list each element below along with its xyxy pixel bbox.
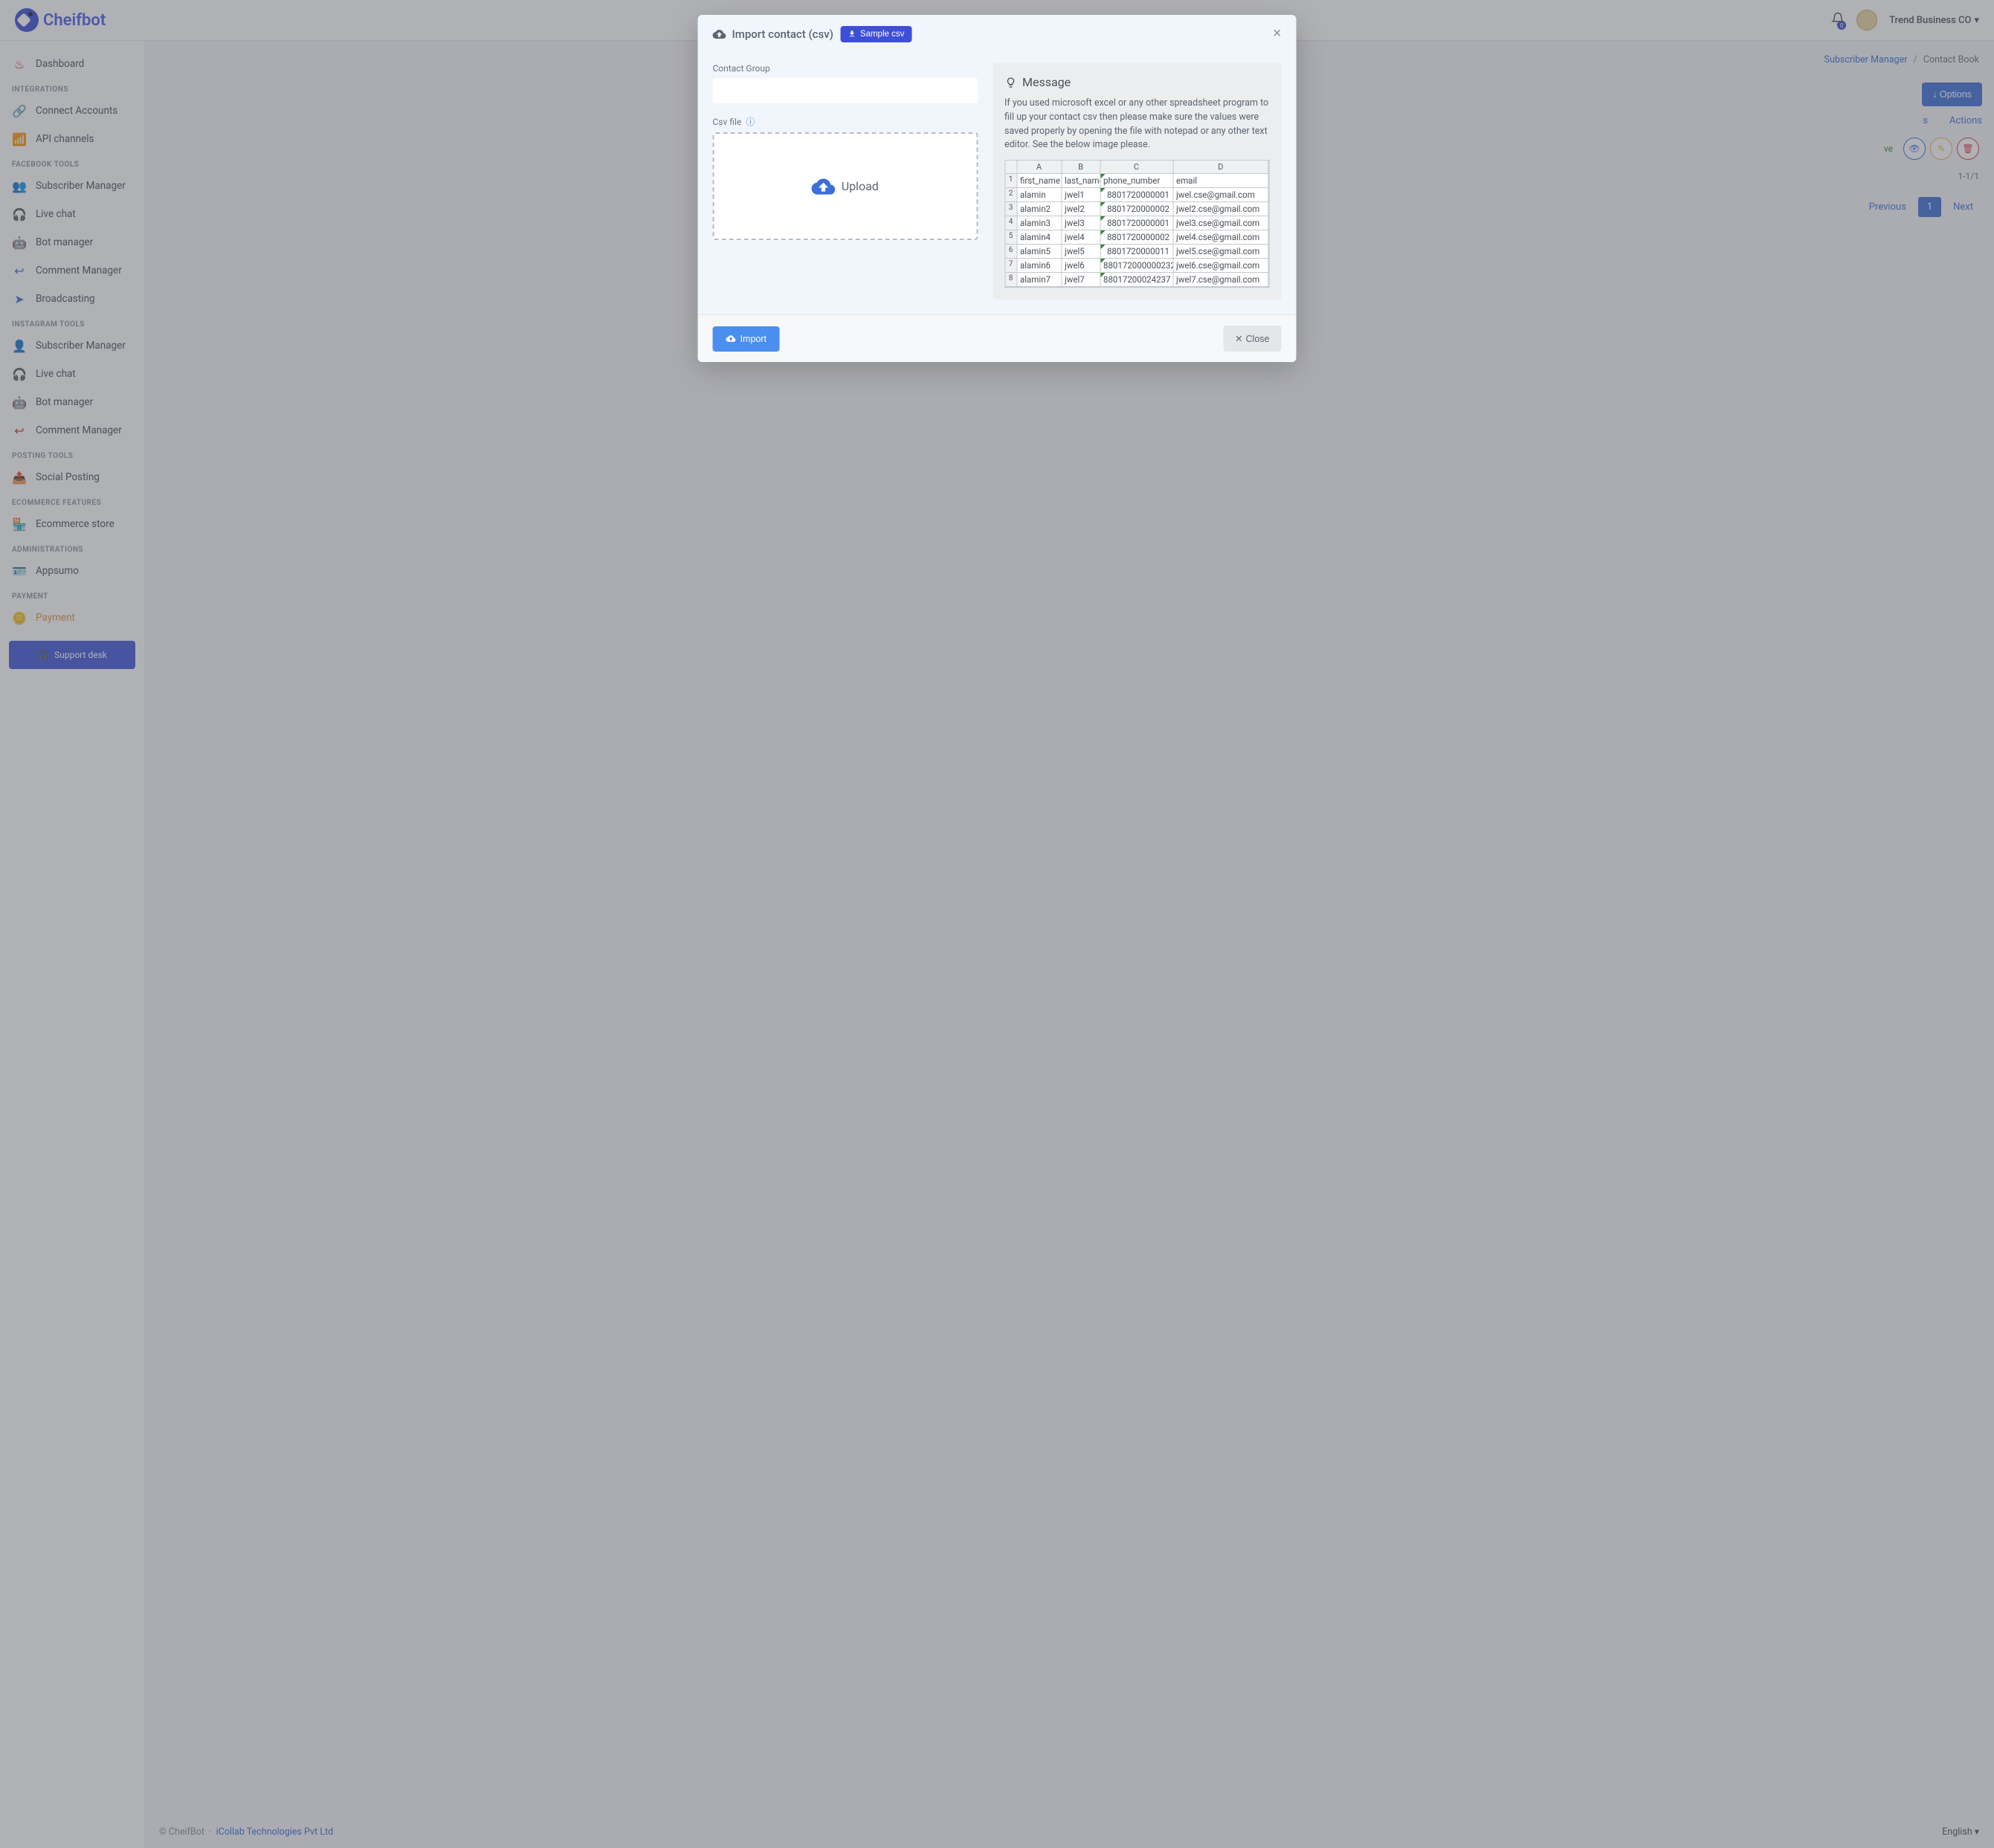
excel-cell: alamin3 <box>1017 216 1062 230</box>
close-button[interactable]: ✕ Close <box>1223 326 1281 352</box>
excel-rownum: 8 <box>1005 273 1017 287</box>
excel-cell: jwel5 <box>1062 245 1100 259</box>
excel-cell: alamin <box>1017 188 1062 202</box>
sample-csv-button[interactable]: Sample csv <box>841 26 912 42</box>
lightbulb-icon <box>1004 77 1016 88</box>
import-button[interactable]: Import <box>713 326 780 352</box>
excel-cell: jwel6 <box>1062 259 1100 273</box>
modal-close-x[interactable]: × <box>1273 25 1282 42</box>
close-icon: ✕ <box>1235 333 1242 344</box>
excel-row: 3alamin2jwel28801720000002jwel2.cse@gmai… <box>1005 202 1269 216</box>
excel-cell: last_name <box>1062 174 1100 188</box>
excel-cell: first_name <box>1017 174 1062 188</box>
excel-cell: jwel4 <box>1062 230 1100 245</box>
excel-cell: jwel3.cse@gmail.com <box>1173 216 1269 230</box>
excel-rownum: 5 <box>1005 230 1017 245</box>
excel-rownum: 4 <box>1005 216 1017 230</box>
excel-cell: alamin5 <box>1017 245 1062 259</box>
cloud-upload-icon <box>713 28 726 41</box>
contact-group-label: Contact Group <box>713 63 978 74</box>
excel-cell: jwel7 <box>1062 273 1100 287</box>
message-text: If you used microsoft excel or any other… <box>1004 97 1270 152</box>
excel-col-d: D <box>1173 161 1269 174</box>
excel-cell: jwel2 <box>1062 202 1100 216</box>
excel-row: 2alaminjwel18801720000001jwel.cse@gmail.… <box>1005 188 1269 202</box>
excel-preview: A B C D 1first_namelast_namephone_number… <box>1004 160 1270 288</box>
excel-row: 1first_namelast_namephone_numberemail <box>1005 174 1269 188</box>
excel-rownum: 6 <box>1005 245 1017 259</box>
excel-cell: phone_number <box>1100 174 1173 188</box>
excel-rownum: 1 <box>1005 174 1017 188</box>
excel-cell: jwel4.cse@gmail.com <box>1173 230 1269 245</box>
modal-header: Import contact (csv) Sample csv × <box>698 15 1297 53</box>
excel-cell: jwel7.cse@gmail.com <box>1173 273 1269 287</box>
import-contact-modal: Import contact (csv) Sample csv × Contac… <box>698 15 1297 362</box>
modal-footer: Import ✕ Close <box>698 314 1297 362</box>
excel-cell: alamin4 <box>1017 230 1062 245</box>
excel-col-b: B <box>1062 161 1100 174</box>
excel-cell: jwel2.cse@gmail.com <box>1173 202 1269 216</box>
excel-rownum: 3 <box>1005 202 1017 216</box>
excel-cell: jwel3 <box>1062 216 1100 230</box>
excel-cell: email <box>1173 174 1269 188</box>
cloud-upload-icon <box>726 334 736 343</box>
excel-cell: 88017200024237 <box>1100 273 1173 287</box>
excel-col-c: C <box>1100 161 1173 174</box>
excel-cell: 8801720000011 <box>1100 245 1173 259</box>
excel-cell: jwel5.cse@gmail.com <box>1173 245 1269 259</box>
download-icon <box>848 30 856 38</box>
excel-cell: 8801720000002 <box>1100 202 1173 216</box>
excel-rownum: 2 <box>1005 188 1017 202</box>
excel-col-a: A <box>1017 161 1062 174</box>
contact-group-input[interactable] <box>713 78 978 103</box>
excel-cell: alamin2 <box>1017 202 1062 216</box>
excel-cell: 8801720000001 <box>1100 188 1173 202</box>
modal-title: Import contact (csv) <box>713 28 833 41</box>
modal-body: Contact Group Csv file ⓘ Upload Message … <box>698 53 1297 314</box>
excel-cell: 8801720000001 <box>1100 216 1173 230</box>
excel-cell: jwel6.cse@gmail.com <box>1173 259 1269 273</box>
excel-cell: jwel.cse@gmail.com <box>1173 188 1269 202</box>
excel-row: 7alamin6jwel68801720000002326jwel6.cse@g… <box>1005 259 1269 273</box>
excel-corner <box>1005 161 1017 174</box>
excel-row: 8alamin7jwel788017200024237jwel7.cse@gma… <box>1005 273 1269 287</box>
message-title: Message <box>1004 75 1270 89</box>
excel-cell: 8801720000002 <box>1100 230 1173 245</box>
upload-dropzone[interactable]: Upload <box>713 132 978 240</box>
form-column: Contact Group Csv file ⓘ Upload <box>713 63 978 300</box>
excel-rownum: 7 <box>1005 259 1017 273</box>
message-column: Message If you used microsoft excel or a… <box>993 63 1282 300</box>
info-icon[interactable]: ⓘ <box>746 117 755 127</box>
excel-cell: alamin6 <box>1017 259 1062 273</box>
excel-cell: 8801720000002326 <box>1100 259 1173 273</box>
excel-row: 5alamin4jwel48801720000002jwel4.cse@gmai… <box>1005 230 1269 245</box>
excel-cell: alamin7 <box>1017 273 1062 287</box>
csv-file-label: Csv file ⓘ <box>713 115 978 128</box>
cloud-upload-icon <box>812 175 836 198</box>
excel-row: 4alamin3jwel38801720000001jwel3.cse@gmai… <box>1005 216 1269 230</box>
excel-row: 6alamin5jwel58801720000011jwel5.cse@gmai… <box>1005 245 1269 259</box>
excel-cell: jwel1 <box>1062 188 1100 202</box>
